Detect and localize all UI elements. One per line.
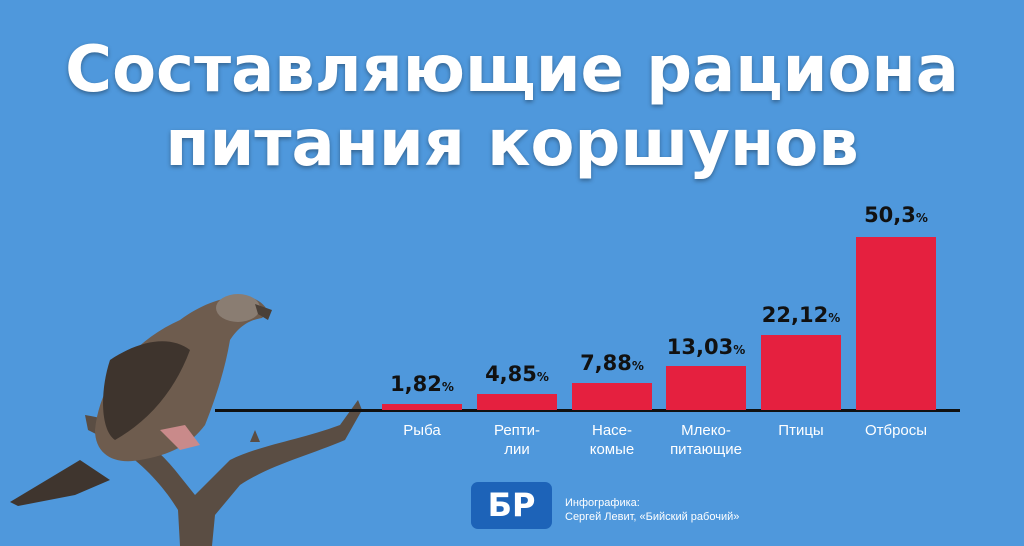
bar-mammals [666, 366, 746, 410]
value-label-insects: 7,88% [580, 351, 644, 375]
bar-reptiles [477, 394, 557, 410]
chart-baseline [215, 409, 960, 412]
bar-fish [382, 404, 462, 410]
category-label-fish: Рыба [403, 422, 441, 439]
bar-waste [856, 237, 936, 410]
bar-birds [761, 335, 841, 410]
value-label-reptiles: 4,85% [485, 362, 549, 386]
category-label-birds: Птицы [778, 422, 824, 439]
category-label-mammals: Млеко-питающие [670, 422, 742, 458]
chart-title-line1: Составляющие рациона [65, 33, 959, 107]
category-label-waste: Отбросы [864, 422, 928, 439]
value-label-fish: 1,82% [390, 372, 454, 396]
value-label-mammals: 13,03% [666, 335, 746, 359]
br-logo: БР [471, 482, 552, 529]
category-label-insects: Насе-комые [589, 422, 635, 458]
kite-bird-image [10, 294, 370, 546]
category-label-reptiles: Репти-лии [493, 422, 541, 458]
bar-insects [572, 383, 652, 410]
chart-title-line2: питания коршунов [165, 107, 859, 181]
value-label-birds: 22,12% [761, 303, 841, 327]
infographic-credit: Инфографика: Сергей Левит, «Бийский рабо… [565, 497, 740, 523]
value-label-waste: 50,3% [864, 203, 928, 227]
